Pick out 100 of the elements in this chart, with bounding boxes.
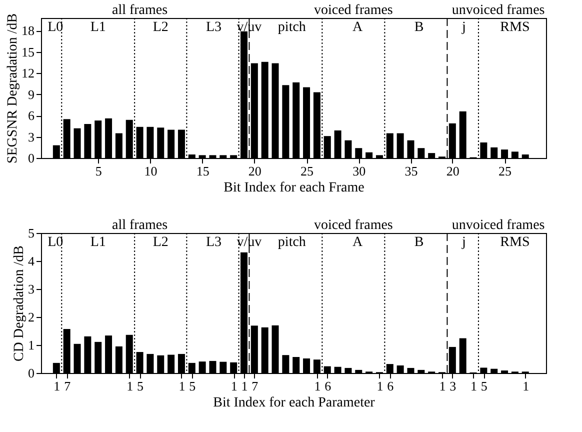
x-tick-label: 1 — [470, 378, 478, 394]
bar — [490, 368, 498, 373]
annotation: L3 — [206, 20, 222, 35]
y-axis-title: CD Degradation /dB — [12, 246, 27, 362]
bar — [522, 154, 529, 158]
bar — [334, 366, 342, 373]
y-tick-label: 2 — [28, 310, 34, 324]
bar — [209, 360, 216, 373]
bar — [220, 155, 227, 158]
y-tick-label: 3 — [28, 282, 34, 296]
bar — [355, 370, 362, 373]
y-tick-label: 0 — [28, 150, 34, 166]
bar — [168, 354, 175, 373]
bar — [94, 342, 102, 373]
bar — [418, 148, 425, 158]
annotation: B — [414, 235, 424, 250]
bar — [459, 338, 466, 373]
x-tick-label: 35 — [404, 164, 418, 178]
bar — [220, 362, 227, 373]
text: all frames — [112, 3, 168, 18]
x-tick-label: 1 — [522, 378, 530, 394]
bar — [272, 325, 279, 373]
bar — [105, 118, 112, 158]
annotation: L3 — [206, 235, 222, 250]
annotation: pitch — [278, 235, 306, 250]
bar — [74, 344, 81, 373]
bar — [459, 111, 466, 158]
y-tick-label: 1 — [28, 338, 34, 352]
bar — [511, 152, 518, 158]
bar — [198, 362, 206, 373]
x-tick-label: 1 — [178, 378, 186, 394]
x-tick-label: 10 — [144, 164, 158, 178]
x-tick-label: 25 — [498, 164, 512, 178]
bar — [146, 354, 154, 373]
x-tick-label: 30 — [352, 164, 366, 178]
x-tick-label: 1 — [230, 378, 238, 394]
x-tick-label: 1 — [54, 378, 60, 394]
y-tick-label: 15 — [22, 44, 34, 60]
x-tick-label: 3 — [450, 378, 456, 394]
annotation: j — [460, 235, 466, 250]
x-tick-label: 1 — [314, 378, 321, 394]
bar — [209, 155, 216, 158]
y-tick-label: 4 — [28, 254, 35, 268]
x-tick-label: 20 — [248, 164, 262, 178]
bar — [366, 152, 373, 158]
y-tick-label: 12 — [22, 66, 34, 81]
annotation: RMS — [500, 235, 530, 250]
y-tick-label: 0 — [28, 366, 34, 380]
annotation: j — [460, 20, 466, 35]
text: voiced frames — [314, 3, 393, 18]
bar — [272, 63, 279, 158]
bar — [344, 368, 352, 373]
bar — [168, 130, 175, 158]
bar — [74, 128, 81, 158]
bar — [428, 153, 436, 158]
x-tick-label: 1 — [376, 378, 384, 394]
text: unvoiced frames — [452, 218, 545, 233]
x-axis-title: Bit Index for each Frame — [224, 180, 364, 196]
x-tick-label: 15 — [196, 164, 210, 178]
y-tick-label: 6 — [28, 108, 35, 124]
text: unvoiced frames — [452, 3, 545, 18]
y-axis-title: SEGSNR Degradation /dB — [6, 13, 20, 164]
bar — [303, 358, 310, 373]
bar — [501, 370, 508, 373]
x-tick-label: 5 — [95, 164, 102, 178]
bar — [115, 133, 122, 158]
bar — [396, 365, 404, 373]
bar — [407, 368, 414, 373]
annotation: RMS — [500, 20, 530, 35]
bar — [84, 336, 92, 373]
annotation: L2 — [152, 235, 168, 250]
bar — [115, 346, 122, 373]
bar — [282, 355, 290, 373]
x-tick-label: 25 — [300, 164, 314, 178]
x-tick-label: 7 — [64, 378, 72, 394]
bar — [292, 357, 300, 373]
bar — [261, 62, 268, 158]
bar — [157, 355, 164, 373]
bar — [418, 370, 425, 373]
bar — [334, 130, 342, 158]
bar — [157, 128, 164, 158]
x-tick-label: 6 — [387, 378, 394, 394]
x-tick-label: 1 — [126, 378, 134, 394]
text: all frames — [112, 218, 168, 233]
text: voiced frames — [314, 218, 393, 233]
annotation: v/uv — [236, 235, 262, 250]
bar — [105, 335, 112, 373]
x-tick-label: 5 — [480, 378, 488, 394]
annotation: A — [352, 20, 364, 35]
x-tick-label: 20 — [446, 164, 460, 178]
annotation: L2 — [152, 20, 168, 35]
y-tick-label: 5 — [28, 226, 34, 240]
bar — [292, 82, 300, 158]
bar — [84, 124, 92, 158]
x-tick-label: 5 — [137, 378, 144, 394]
annotation: L0 — [48, 235, 64, 250]
bar — [396, 133, 404, 158]
annotation: pitch — [278, 20, 306, 35]
annotation: B — [414, 20, 424, 35]
y-tick-label: 18 — [22, 23, 34, 38]
